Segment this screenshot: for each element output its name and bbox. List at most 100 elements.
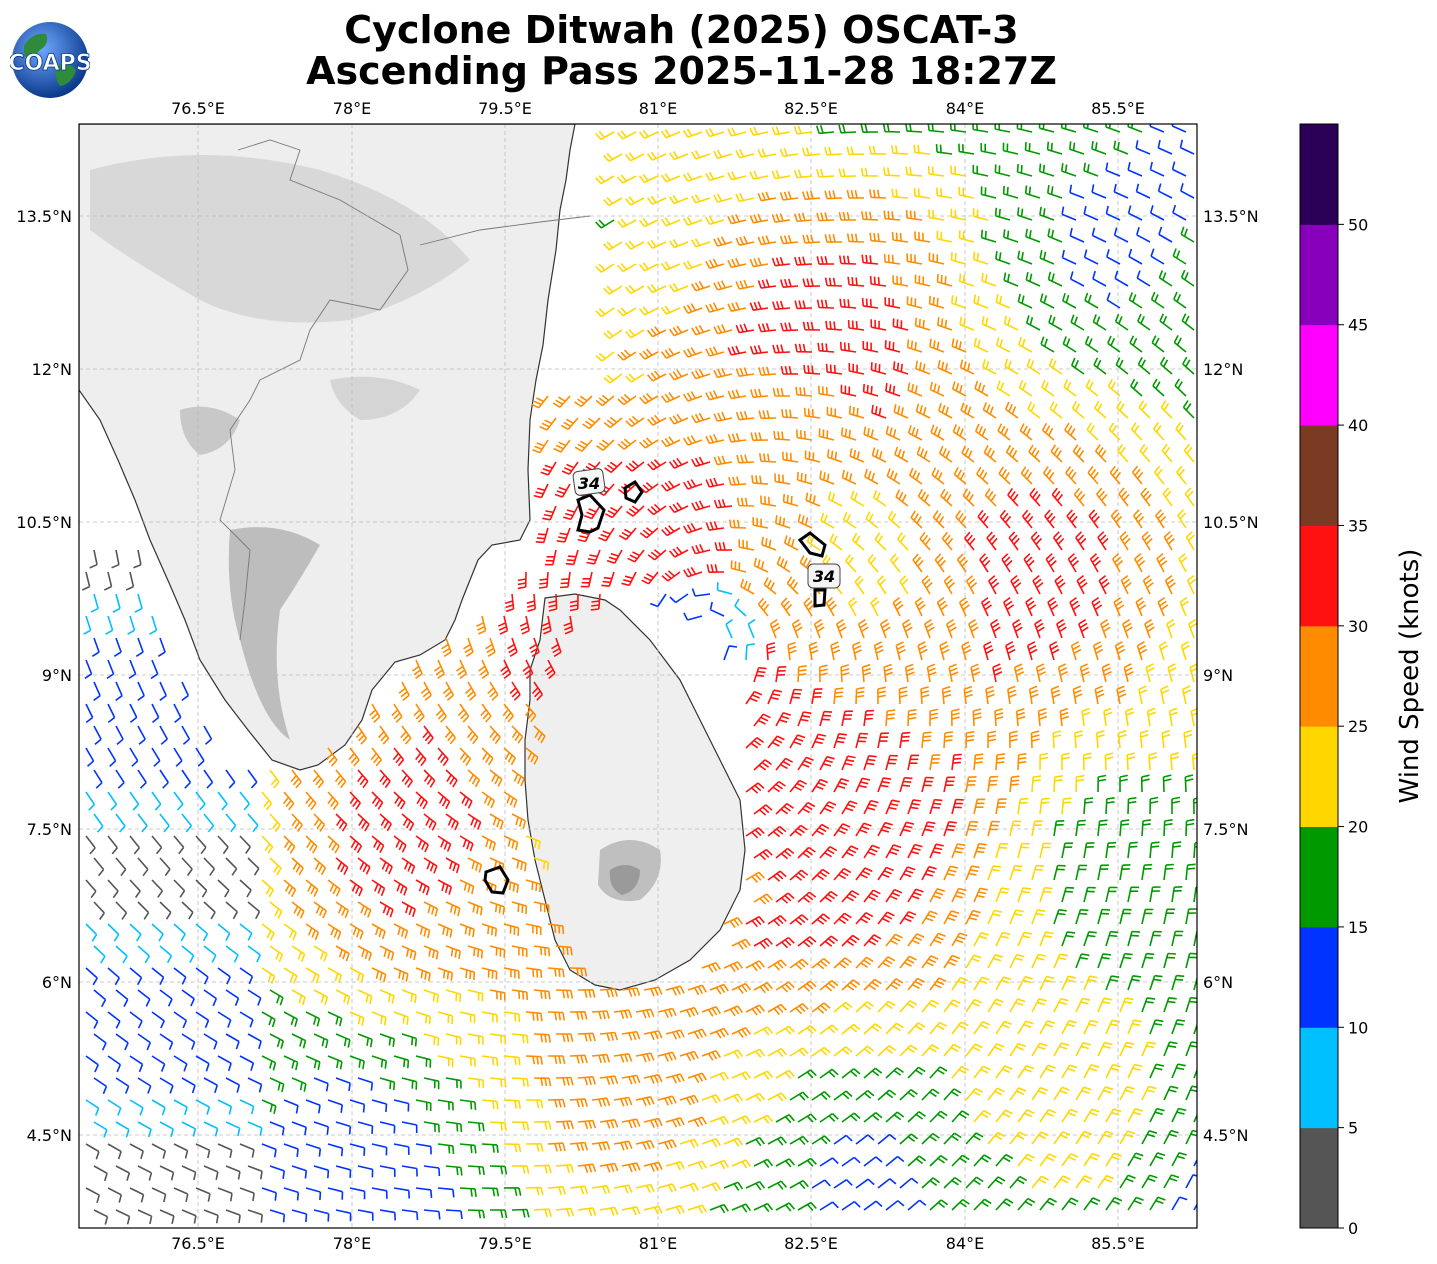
svg-text:34: 34 (813, 567, 835, 586)
wind-barb (1158, 226, 1173, 243)
wind-barb (863, 709, 875, 727)
wind-barb (899, 731, 911, 749)
wind-barb (591, 1097, 611, 1107)
wind-barb (819, 664, 828, 683)
wind-barb (357, 901, 372, 918)
wind-barb (503, 967, 520, 979)
wind-barb (1107, 378, 1121, 397)
wind-barb (1157, 183, 1173, 199)
wind-barb (833, 687, 844, 705)
wind-barb (870, 596, 880, 617)
wind-barb (547, 923, 565, 935)
wind-barb (90, 593, 99, 613)
wind-barb (1186, 574, 1197, 595)
wind-barb (683, 566, 703, 578)
wind-barb (660, 261, 681, 271)
wind-barb (595, 130, 615, 141)
wind-barb (441, 637, 452, 657)
wind-barb (987, 865, 1002, 881)
wind-barb (511, 725, 524, 744)
wind-barb (973, 798, 986, 815)
wind-barb (691, 588, 711, 597)
wind-barb (261, 923, 275, 941)
wind-barb (757, 597, 770, 617)
wind-barb (1119, 819, 1130, 837)
wind-barb (283, 1143, 299, 1158)
wind-barb (757, 191, 777, 202)
wind-barb (840, 384, 857, 397)
wind-barb (1149, 1196, 1166, 1211)
wind-barb (851, 641, 863, 661)
wind-barb (93, 813, 104, 833)
wind-barb (93, 989, 107, 1008)
wind-barb (753, 848, 773, 861)
wind-barb (529, 637, 540, 657)
wind-barb (113, 637, 122, 657)
wind-barb (660, 347, 681, 359)
wind-barb (555, 989, 574, 999)
wind-barb (740, 578, 755, 595)
wind-barb (599, 1075, 619, 1085)
wind-barb (811, 913, 831, 925)
wind-barb (984, 488, 997, 507)
wind-barb (349, 923, 364, 940)
wind-barb (1180, 641, 1190, 661)
wind-barb (841, 800, 858, 815)
wind-barb (951, 887, 967, 903)
wind-barb (1161, 443, 1173, 463)
contour-label-2: 34 (807, 563, 841, 589)
wind-barb (867, 553, 879, 573)
wind-barb (595, 307, 615, 318)
wind-barb (973, 843, 987, 859)
wind-barb (596, 439, 615, 451)
wind-barb (1140, 487, 1152, 507)
wind-barb (1024, 142, 1041, 155)
wind-barb (731, 1203, 752, 1213)
wind-barb (1003, 272, 1019, 287)
wind-barb (115, 1077, 130, 1094)
wind-barb (1163, 531, 1175, 551)
wind-barb (565, 549, 579, 566)
wind-barb (668, 546, 689, 558)
wind-barb (1021, 509, 1034, 529)
wind-barb (921, 865, 937, 881)
wind-barb (181, 945, 195, 963)
wind-barb (115, 989, 129, 1007)
wind-barb (1017, 293, 1033, 309)
wind-barb (727, 214, 747, 225)
wind-barb (705, 390, 725, 401)
wind-barb (401, 901, 416, 918)
wind-barb (959, 316, 975, 331)
wind-barb (173, 1143, 189, 1159)
wind-barb (921, 1044, 940, 1057)
wind-barb (745, 643, 755, 661)
wind-barb (816, 212, 835, 222)
wind-barb (604, 505, 623, 519)
wind-barb (625, 284, 645, 294)
wind-barb (709, 1027, 729, 1039)
wind-barb (775, 892, 795, 904)
wind-barb (885, 754, 898, 771)
wind-barb (861, 663, 872, 683)
wind-barb (1182, 356, 1195, 375)
wind-barb (1039, 842, 1052, 859)
wind-barb (195, 1099, 211, 1115)
wind-barb (929, 754, 941, 771)
wind-barb (1039, 1108, 1057, 1123)
wind-barb (985, 685, 995, 705)
wind-barb (595, 351, 615, 362)
wind-barb (481, 1055, 499, 1067)
wind-barb (1028, 685, 1039, 705)
wind-barb (1017, 752, 1027, 771)
wind-barb (863, 1200, 883, 1211)
wind-barb (502, 703, 514, 723)
wind-barb (85, 835, 96, 855)
wind-barb (283, 1099, 299, 1114)
wind-barb (349, 1011, 365, 1026)
wind-barb (870, 362, 887, 375)
wind-barb (767, 1048, 787, 1058)
wind-barb (357, 1033, 373, 1048)
wind-barb (326, 747, 338, 767)
wind-barb (1129, 335, 1143, 353)
wind-barb (819, 846, 838, 859)
